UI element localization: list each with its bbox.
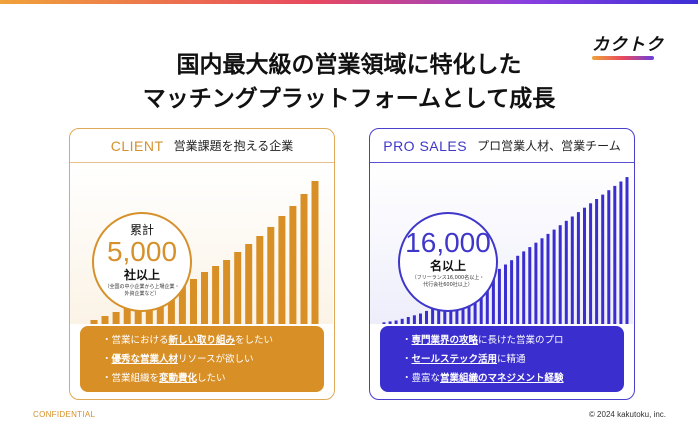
pro-bar-0 — [382, 322, 386, 324]
pro-bar-24 — [528, 247, 532, 324]
pro-bar-6 — [419, 313, 422, 324]
pro-bar-36 — [601, 194, 605, 324]
client-badge-note: （全国の中小企業から上場企業・外資企業など） — [104, 284, 180, 297]
pro-bar-19 — [497, 268, 501, 324]
client-badge-label: 累計 — [129, 223, 154, 237]
client-badge-unit: 社以上 — [123, 268, 160, 282]
client-bar-12 — [223, 260, 231, 324]
pro-bar-17 — [485, 277, 489, 324]
pro-title: プロ営業人材、営業チーム — [477, 139, 621, 153]
pro-bar-26 — [540, 238, 544, 324]
pro-bar-32 — [576, 212, 580, 324]
pro-bar-8 — [431, 308, 435, 324]
pro-bar-2 — [394, 320, 398, 324]
client-point: 優秀な営業人材リソースが欲しい — [102, 350, 316, 369]
pro-sales-panel: PRO SALES プロ営業人材、営業チーム 16,000 名以上 （フリーラン… — [369, 128, 635, 400]
client-bar-20 — [311, 181, 319, 324]
client-bar-6 — [156, 294, 164, 324]
client-bar-3 — [123, 308, 131, 324]
client-bar-13 — [234, 252, 242, 324]
client-points-box: 営業における新しい取り組みをしたい 優秀な営業人材リソースが欲しい 営業組織を変… — [80, 326, 324, 392]
pro-bar-15 — [473, 285, 477, 324]
confidential-label: CONFIDENTIAL — [33, 410, 96, 419]
pro-badge-note-1: （フリーランス16,000名以上・ — [411, 275, 485, 281]
client-title: 営業課題を抱える企業 — [173, 139, 294, 153]
pro-bar-34 — [589, 203, 593, 324]
pro-bar-22 — [516, 255, 520, 324]
client-bar-8 — [178, 284, 186, 324]
pro-bar-21 — [510, 260, 514, 324]
pro-bar-28 — [552, 229, 556, 324]
pro-bar-1 — [388, 321, 392, 324]
pro-bar-25 — [534, 242, 538, 324]
client-bar-4 — [134, 303, 142, 324]
pro-bar-4 — [406, 317, 410, 324]
top-gradient-bar — [0, 0, 698, 4]
client-badge-number: 5,000 — [106, 236, 178, 267]
client-bar-5 — [145, 299, 153, 324]
pro-bar-20 — [504, 264, 507, 324]
pro-point: 専門業界の攻略に長けた営業のプロ — [402, 331, 616, 350]
pro-count-badge: 16,000 名以上 （フリーランス16,000名以上・ 代行会社600社以上） — [398, 212, 498, 312]
pro-tag: PRO SALES — [383, 137, 468, 154]
client-point: 営業組織を変動費化したい — [102, 369, 316, 388]
pro-bar-7 — [425, 310, 428, 324]
client-bar-1 — [101, 316, 109, 324]
pro-bar-3 — [400, 318, 404, 324]
pro-bar-27 — [546, 233, 550, 324]
client-bar-15 — [256, 236, 264, 324]
client-panel: CLIENT 営業課題を抱える企業 累計 5,000 社以上 （全国の中小企業か… — [69, 128, 335, 400]
headline-line-1: 国内最大級の営業領域に特化した — [176, 52, 522, 78]
client-panel-header: CLIENT 営業課題を抱える企業 — [70, 129, 334, 163]
pro-bar-31 — [570, 216, 574, 324]
client-bar-7 — [167, 289, 175, 324]
pro-point: セールステック活用に精通 — [402, 350, 616, 369]
pro-bar-38 — [613, 185, 617, 324]
pro-bar-39 — [619, 181, 623, 324]
client-bar-14 — [245, 244, 253, 324]
client-bar-2 — [112, 312, 120, 324]
pro-bar-18 — [491, 273, 495, 324]
pro-bar-30 — [564, 220, 568, 324]
pro-badge-unit: 名以上 — [429, 259, 466, 273]
client-count-badge: 累計 5,000 社以上 （全国の中小企業から上場企業・外資企業など） — [92, 212, 192, 312]
client-bar-9 — [190, 279, 197, 324]
pro-panel-header: PRO SALES プロ営業人材、営業チーム — [370, 129, 634, 163]
pro-point: 豊富な営業組織のマネジメント経験 — [402, 369, 616, 388]
logo-underline — [592, 56, 654, 60]
pro-bar-10 — [443, 303, 447, 324]
client-bar-0 — [90, 320, 98, 324]
pro-bar-9 — [437, 305, 441, 324]
pro-points-box: 専門業界の攻略に長けた営業のプロ セールステック活用に精通 豊富な営業組織のマネ… — [380, 326, 624, 392]
client-bar-17 — [278, 216, 286, 324]
client-bar-10 — [201, 272, 208, 324]
pro-bar-40 — [625, 177, 629, 324]
page-headline: 国内最大級の営業領域に特化した マッチングプラットフォームとして成長 — [0, 48, 698, 116]
headline-line-2: マッチングプラットフォームとして成長 — [142, 86, 556, 112]
copyright: © 2024 kakutoku, inc. — [588, 410, 666, 419]
pro-bar-16 — [479, 282, 483, 324]
client-bar-18 — [289, 206, 297, 324]
pro-bar-23 — [522, 251, 526, 324]
pro-bar-35 — [595, 199, 599, 324]
client-chart: 累計 5,000 社以上 （全国の中小企業から上場企業・外資企業など） — [70, 164, 333, 324]
pro-badge-note-2: 代行会社600社以上） — [423, 282, 473, 288]
client-bar-11 — [212, 266, 220, 324]
client-bar-19 — [300, 194, 308, 324]
pro-bar-33 — [583, 207, 586, 324]
client-bar-16 — [267, 227, 275, 324]
pro-chart: 16,000 名以上 （フリーランス16,000名以上・ 代行会社600社以上） — [370, 164, 633, 324]
pro-bar-29 — [558, 225, 562, 324]
pro-badge-number: 16,000 — [405, 227, 491, 258]
client-bar-chart — [90, 181, 319, 324]
logo-text: カクトク — [592, 35, 664, 55]
pro-bar-5 — [412, 315, 416, 324]
brand-logo: カクトク — [592, 30, 668, 60]
client-point: 営業における新しい取り組みをしたい — [102, 331, 316, 350]
client-tag: CLIENT — [110, 137, 164, 154]
pro-bar-37 — [607, 190, 611, 324]
